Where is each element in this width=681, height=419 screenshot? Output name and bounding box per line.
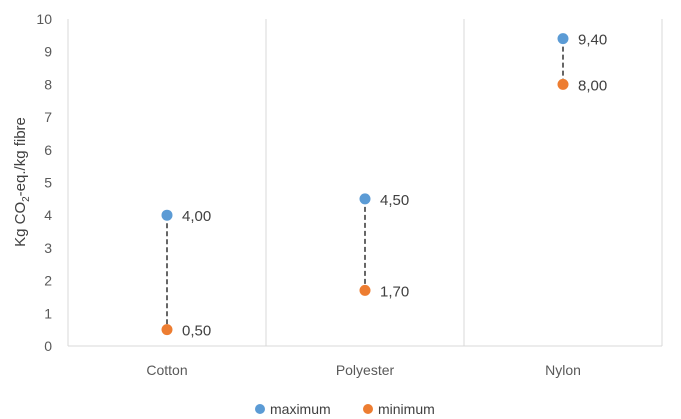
legend: maximum minimum: [255, 401, 435, 417]
y-axis-title-pre: Kg CO: [12, 202, 29, 247]
point-maximum: [161, 209, 173, 221]
y-axis-title: Kg CO2-eq./kg fibre: [12, 117, 32, 247]
data-label-minimum: 0,50: [182, 323, 211, 340]
points: [161, 33, 569, 336]
point-minimum: [557, 78, 569, 90]
x-axis-categories: Cotton Polyester Nylon: [146, 362, 581, 378]
legend-marker-minimum: [363, 404, 373, 414]
y-tick-label: 8: [44, 76, 52, 92]
point-maximum: [359, 193, 371, 205]
gridlines: [67, 19, 663, 346]
y-tick-label: 7: [44, 109, 52, 125]
y-tick-label: 5: [44, 175, 52, 191]
y-tick-label: 2: [44, 273, 52, 289]
legend-marker-maximum: [255, 404, 265, 414]
legend-label-maximum: maximum: [270, 401, 331, 417]
category-label: Polyester: [336, 362, 395, 378]
category-label: Cotton: [146, 362, 187, 378]
y-tick-label: 4: [44, 207, 52, 223]
data-label-maximum: 9,40: [578, 32, 607, 49]
point-maximum: [557, 33, 569, 45]
y-tick-label: 10: [36, 11, 52, 27]
data-labels: 4,00 4,50 9,40 0,50 1,70 8,00: [182, 32, 607, 340]
y-axis-title-post: -eq./kg fibre: [12, 117, 29, 196]
legend-label-minimum: minimum: [378, 401, 435, 417]
category-label: Nylon: [545, 362, 581, 378]
y-tick-label: 0: [44, 338, 52, 354]
data-label-maximum: 4,00: [182, 208, 211, 225]
data-label-maximum: 4,50: [380, 192, 409, 209]
y-tick-label: 3: [44, 240, 52, 256]
point-minimum: [359, 284, 371, 296]
y-axis-title-sub: 2: [21, 196, 32, 202]
y-tick-label: 6: [44, 142, 52, 158]
data-label-minimum: 1,70: [380, 283, 409, 300]
y-tick-label: 9: [44, 44, 52, 60]
connectors: [166, 38, 564, 330]
point-minimum: [161, 324, 173, 336]
y-axis-ticks: 0 1 2 3 4 5 6 7 8 9 10: [36, 11, 52, 354]
data-label-minimum: 8,00: [578, 77, 607, 94]
y-tick-label: 1: [44, 305, 52, 321]
